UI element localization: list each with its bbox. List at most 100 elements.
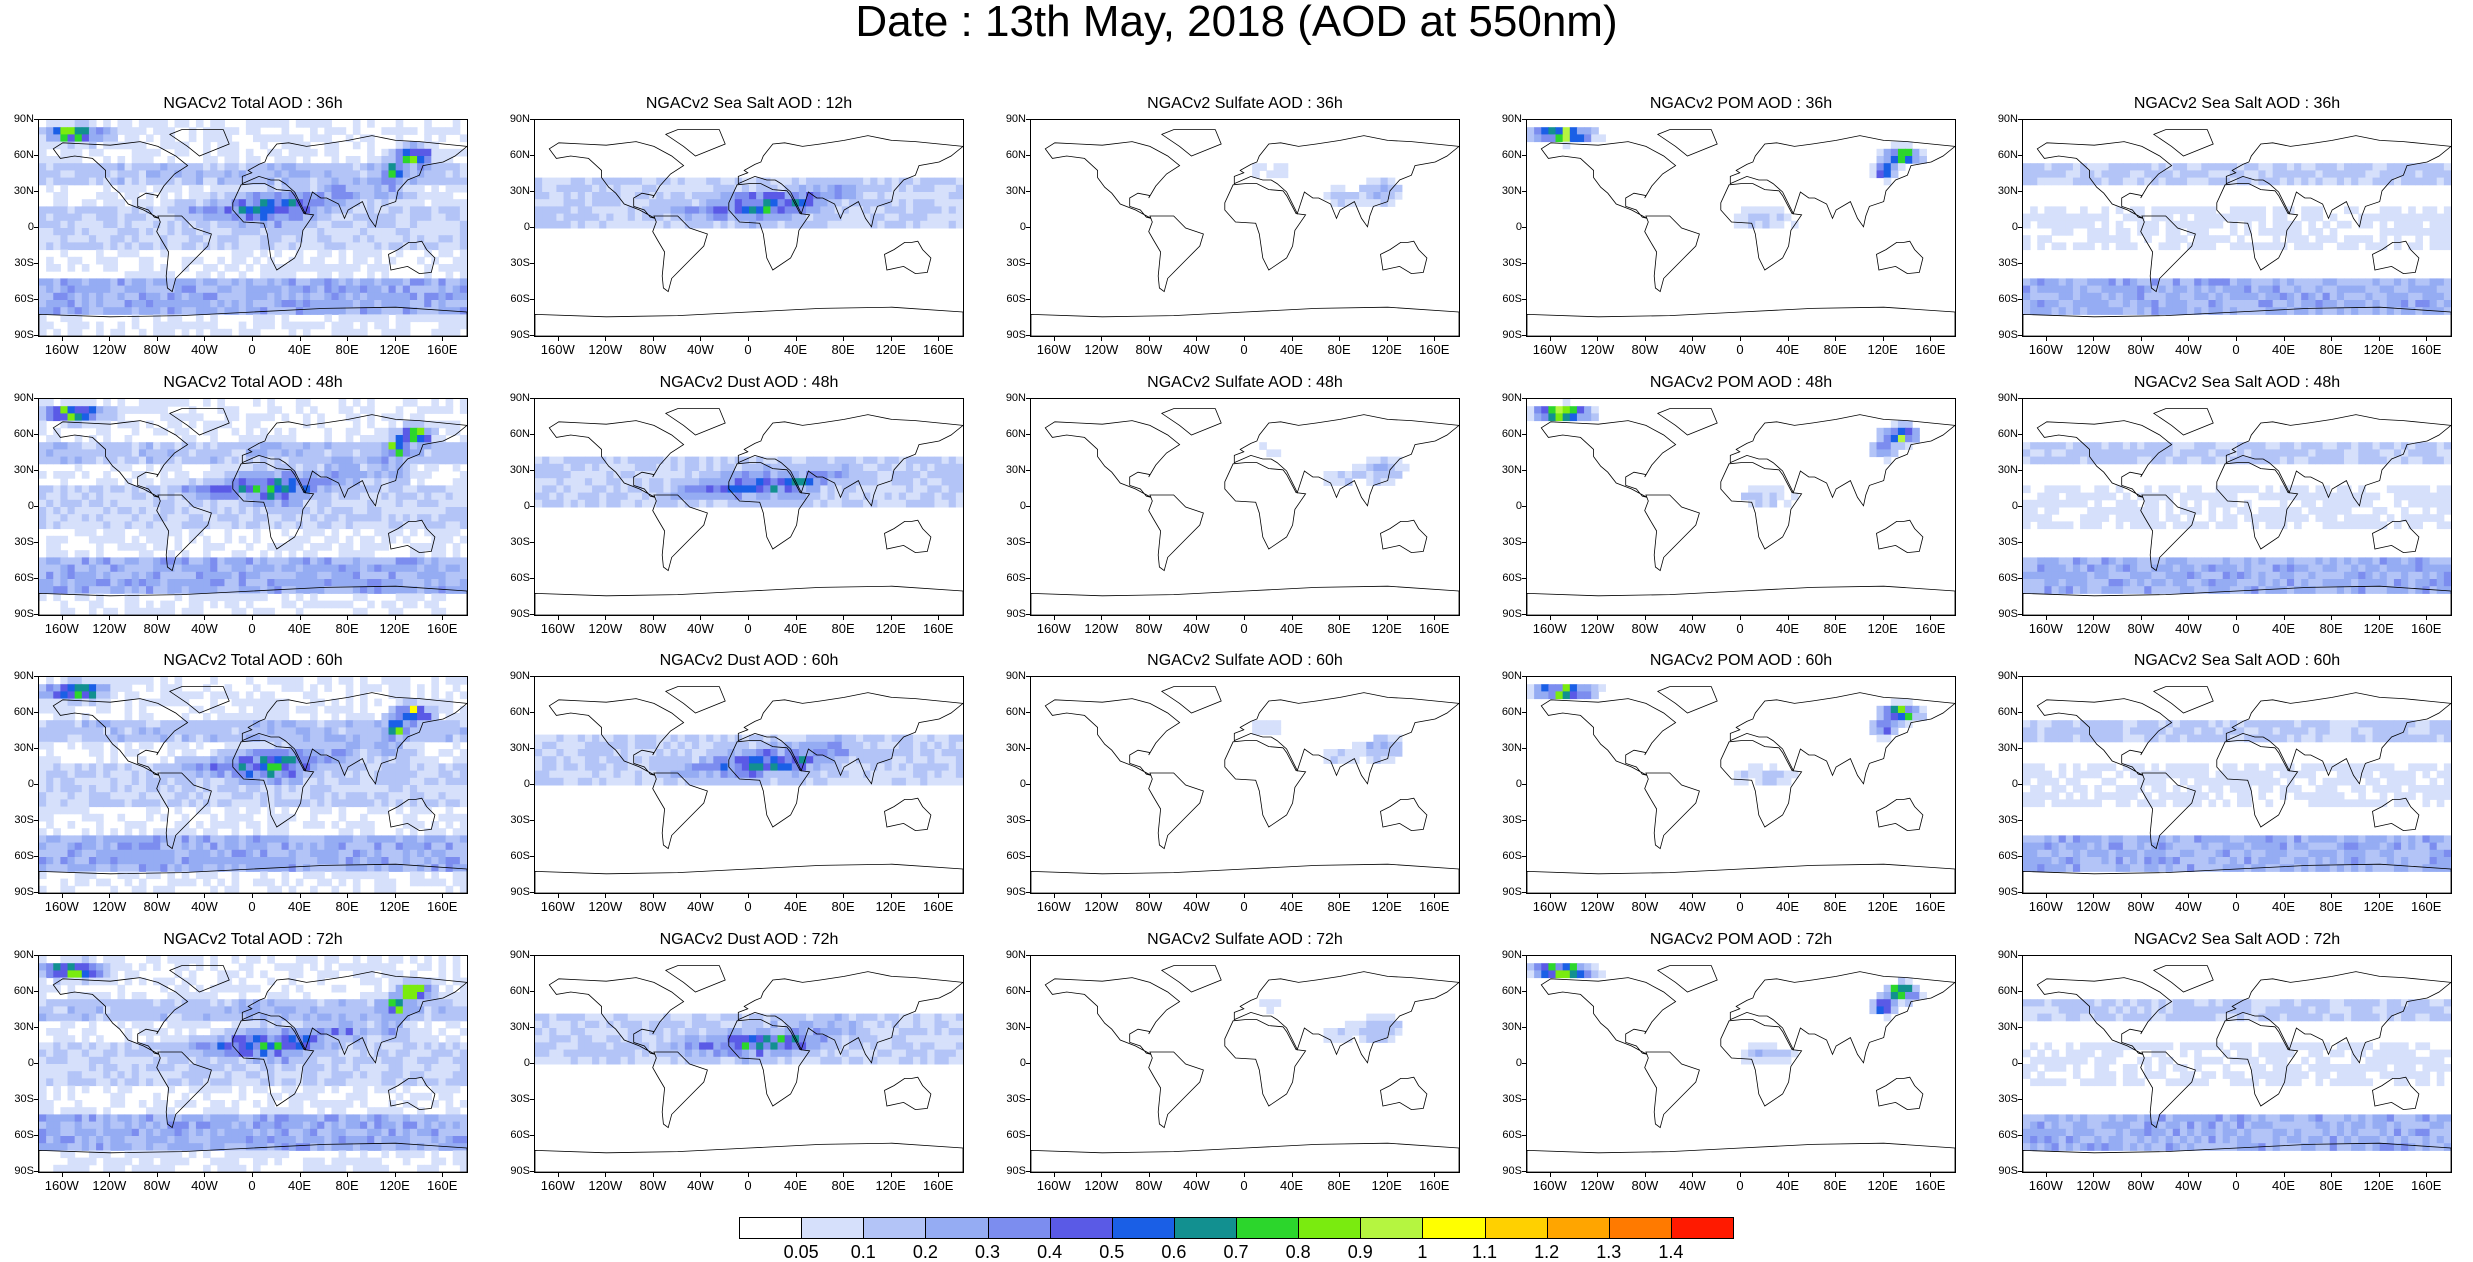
aod-cell [2201, 213, 2209, 222]
aod-cell [53, 242, 61, 251]
tick-mark [530, 227, 534, 228]
aod-cell [905, 478, 914, 486]
aod-cell [452, 463, 461, 472]
aod-cell [663, 456, 672, 465]
aod-cell [2222, 235, 2231, 243]
aod-cell [374, 499, 382, 508]
aod-cell [542, 492, 550, 501]
aod-cell [295, 199, 304, 207]
aod-cell [424, 228, 432, 236]
aod-cell [288, 141, 297, 150]
aod-cell [395, 141, 404, 150]
aod-cell [160, 399, 168, 407]
aod-cell [2429, 285, 2438, 294]
aod-cell [763, 463, 771, 472]
longitude-label: 160W [1036, 621, 1071, 636]
aod-cell [402, 593, 411, 602]
aod-cell [167, 521, 176, 530]
aod-cell [288, 600, 297, 609]
coastline [1380, 240, 1428, 275]
aod-cell [96, 492, 104, 501]
longitude-label: 40E [1775, 621, 1800, 636]
aod-cell [395, 593, 404, 602]
aod-cell [2429, 300, 2438, 308]
aod-cell [395, 170, 404, 179]
aod-cell [402, 156, 411, 164]
aod-cell [352, 571, 361, 580]
aod-cell [2401, 170, 2409, 179]
aod-cell [188, 256, 197, 265]
aod-cell [110, 586, 118, 594]
aod-cell [253, 228, 261, 236]
aod-cell [274, 492, 283, 501]
aod-cell [124, 271, 133, 279]
aod-cell [834, 492, 843, 501]
aod-cell [402, 521, 411, 530]
aod-cell [431, 514, 439, 522]
aod-cell [245, 507, 254, 515]
aod-cell [2429, 163, 2438, 171]
aod-cell [253, 463, 261, 472]
aod-cell [2108, 235, 2117, 243]
aod-cell [153, 528, 161, 537]
aod-cell [863, 499, 871, 508]
aod-cell [2115, 278, 2124, 287]
aod-cell [81, 449, 90, 458]
longitude-label: 40E [2271, 342, 2296, 357]
aod-cell [459, 492, 467, 501]
aod-cell [302, 163, 311, 171]
aod-cell [395, 177, 404, 186]
aod-cell [784, 492, 793, 501]
aod-cell [563, 192, 572, 200]
aod-cell [1555, 406, 1564, 414]
aod-cell [438, 278, 447, 287]
aod-cell [110, 256, 118, 265]
aod-cell [649, 471, 657, 479]
aod-cell [245, 478, 254, 486]
aod-cell [417, 213, 425, 222]
map-panel: NGACv2 Sea Salt AOD : 12h 90N 60N 30N 0 30S 60… [496, 95, 976, 365]
aod-cell [317, 579, 325, 587]
aod-cell [542, 471, 550, 479]
aod-cell [231, 192, 240, 200]
aod-cell [934, 184, 943, 193]
aod-cell [409, 292, 418, 301]
aod-cell [160, 456, 168, 465]
aod-cell [2229, 228, 2238, 236]
aod-cell [452, 478, 461, 486]
aod-cell [281, 278, 290, 287]
aod-cell [948, 192, 957, 200]
aod-cell [417, 427, 425, 436]
aod-cell [374, 292, 382, 301]
aod-cell [46, 141, 54, 150]
aod-cell [324, 278, 332, 287]
aod-cell [331, 278, 340, 287]
aod-cell [677, 499, 686, 508]
aod-cell [295, 163, 304, 171]
aod-cell [96, 177, 104, 186]
aod-cell [274, 285, 283, 294]
aod-cell [2030, 300, 2038, 308]
aod-cell [317, 571, 325, 580]
coastline [1720, 462, 1803, 550]
aod-cell [352, 206, 361, 215]
aod-cell [791, 220, 800, 229]
aod-cell [195, 256, 204, 265]
aod-cell [345, 184, 354, 193]
aod-cell [317, 177, 325, 186]
aod-cell [96, 406, 104, 414]
aod-cell [360, 571, 368, 580]
aod-cell [310, 492, 318, 501]
aod-cell [2165, 292, 2174, 301]
aod-cell [195, 579, 204, 587]
aod-cell [2436, 163, 2445, 171]
aod-cell [2222, 292, 2231, 301]
aod-cell [103, 579, 111, 587]
aod-cell [445, 271, 454, 279]
aod-cell [699, 177, 707, 186]
aod-cell [2122, 213, 2131, 222]
aod-cell [195, 328, 204, 336]
aod-cell [188, 300, 197, 308]
aod-cell [167, 156, 176, 164]
aod-cell [863, 492, 871, 501]
